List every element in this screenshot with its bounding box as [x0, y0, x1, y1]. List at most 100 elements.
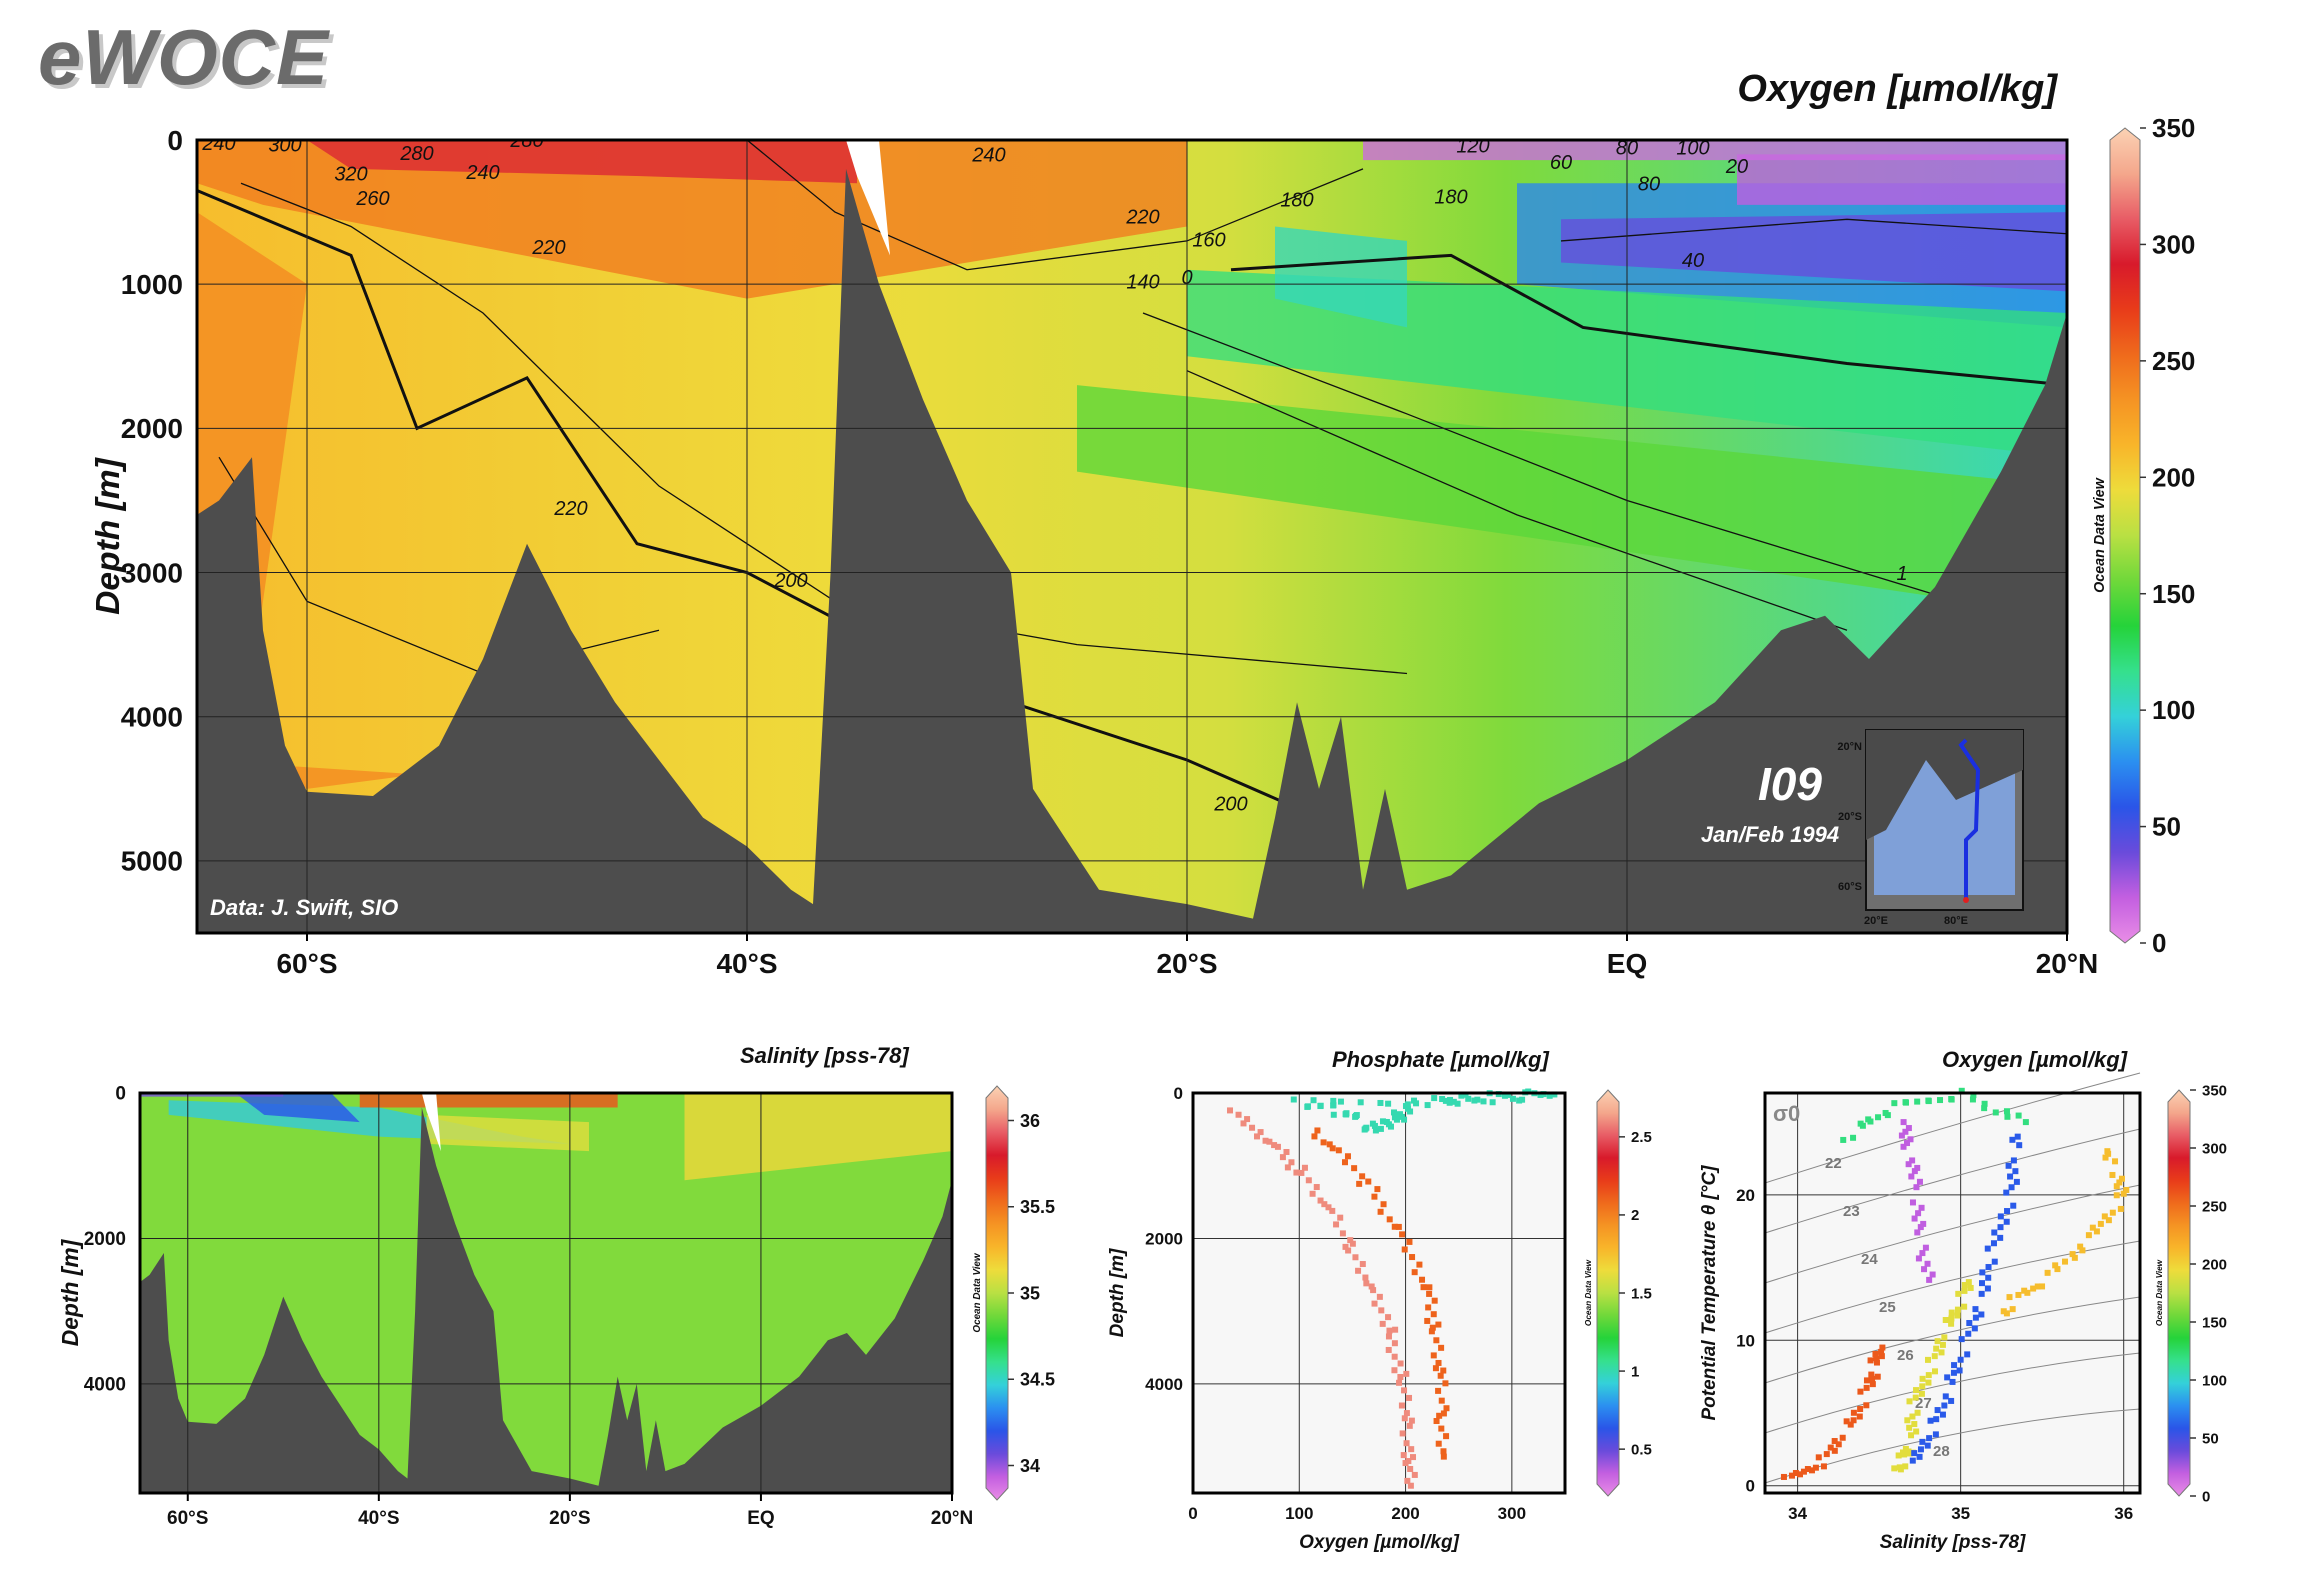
ewoce-logo: eWOCE	[38, 13, 330, 101]
ts-point	[2024, 1289, 2031, 1296]
phos-point	[1454, 1100, 1461, 1107]
ts-point	[1949, 1378, 1956, 1385]
ts-point	[1948, 1397, 1955, 1404]
sal-x-tick-label: 60°S	[167, 1508, 208, 1529]
main-contour-label: 220	[531, 237, 565, 259]
ts-point	[1925, 1372, 1932, 1379]
ts-point	[2008, 1184, 2015, 1191]
ts-point	[2010, 1157, 2017, 1164]
main-contour-label: 120	[1456, 135, 1489, 157]
ts-point	[1926, 1435, 1933, 1442]
phos-point	[1410, 1454, 1417, 1461]
phos-point	[1413, 1100, 1420, 1107]
phos-point	[1387, 1123, 1394, 1130]
phos-point	[1293, 1169, 1300, 1176]
ts-point	[1909, 1457, 1916, 1464]
ts-point	[1964, 1351, 1971, 1358]
ts-point	[1856, 1413, 1863, 1420]
phos-point	[1440, 1410, 1447, 1417]
ts-point	[1933, 1416, 1940, 1423]
ts-point	[1882, 1109, 1889, 1116]
main-contour-label: 240	[971, 145, 1005, 167]
phos-point	[1329, 1145, 1336, 1152]
main-colorbar-label: 100	[2152, 695, 2195, 725]
ts-point	[1992, 1109, 1999, 1116]
phos-y-tick-label: 4000	[1145, 1375, 1183, 1394]
main-band	[307, 140, 857, 184]
ts-point	[1831, 1438, 1838, 1445]
phos-point	[1283, 1148, 1290, 1155]
ts-colorbar-label: 350	[2202, 1082, 2227, 1099]
phos-point	[1430, 1352, 1437, 1359]
ts-point	[1939, 1341, 1946, 1348]
ts-point	[1873, 1355, 1880, 1362]
phos-point	[1411, 1269, 1418, 1276]
phos-point	[1407, 1108, 1414, 1115]
phos-point	[1320, 1139, 1327, 1146]
ts-point	[1978, 1311, 1985, 1318]
phos-point	[1392, 1326, 1399, 1333]
phos-colorbar-label: 2	[1631, 1207, 1639, 1224]
phos-point	[1400, 1452, 1407, 1459]
ts-point	[2123, 1186, 2130, 1193]
phos-colorbar-label: 1	[1631, 1363, 1639, 1380]
ts-point	[1820, 1463, 1827, 1470]
ts-point	[1985, 1264, 1992, 1271]
inset-y-tick: 20°N	[1837, 741, 1862, 753]
phos-point	[1436, 1412, 1443, 1419]
phos-point	[1465, 1095, 1472, 1102]
ts-point	[1956, 1367, 1963, 1374]
phos-point	[1416, 1261, 1423, 1268]
phos-point	[1391, 1109, 1398, 1116]
phos-point	[1407, 1465, 1414, 1472]
phos-point	[1404, 1477, 1411, 1484]
main-colorbar-label: 50	[2152, 812, 2181, 842]
phos-point	[1333, 1221, 1340, 1228]
phos-point	[1235, 1111, 1242, 1118]
ts-point	[1997, 1224, 2004, 1231]
sal-field	[140, 1093, 952, 1493]
ts-point	[1916, 1453, 1923, 1460]
ts-point	[1831, 1447, 1838, 1454]
ts-point	[1978, 1290, 1985, 1297]
phos-point	[1262, 1137, 1269, 1144]
phos-point	[1401, 1415, 1408, 1422]
phos-point	[1279, 1154, 1286, 1161]
phos-point	[1426, 1290, 1433, 1297]
phos-point	[1401, 1246, 1408, 1253]
ts-isopycnal	[1764, 1240, 2141, 1334]
ts-point	[1912, 1394, 1919, 1401]
phos-point	[1440, 1448, 1447, 1455]
main-odv-brand: Ocean Data View	[2092, 477, 2108, 593]
ts-point	[2113, 1183, 2120, 1190]
main-contour	[197, 189, 1320, 820]
main-x-tick-label: EQ	[1607, 948, 1647, 979]
ts-point	[1857, 1406, 1864, 1413]
phos-point	[1435, 1387, 1442, 1394]
phos-point	[1406, 1394, 1413, 1401]
phos-point	[1420, 1284, 1427, 1291]
ts-point	[2118, 1175, 2125, 1182]
ts-colorbar-label: 200	[2202, 1256, 2227, 1273]
ts-point	[1997, 1213, 2004, 1220]
phos-point	[1399, 1231, 1406, 1238]
ts-point	[1948, 1320, 1955, 1327]
phos-point	[1386, 1327, 1393, 1334]
main-contour-label: 60	[1550, 152, 1572, 174]
ts-point	[1913, 1428, 1920, 1435]
ts-point	[1863, 1402, 1870, 1409]
main-contour	[1560, 218, 2067, 242]
phos-point	[1357, 1099, 1364, 1106]
ts-point	[1873, 1359, 1880, 1366]
main-colorbar-label: 350	[2152, 113, 2195, 143]
phos-point	[1309, 1190, 1316, 1197]
ts-point	[1958, 1336, 1965, 1343]
ts-point	[1850, 1417, 1857, 1424]
main-x-tick-label: 60°S	[276, 948, 337, 979]
phos-point	[1443, 1433, 1450, 1440]
phos-point	[1342, 1243, 1349, 1250]
sal-band	[359, 1093, 618, 1108]
ts-point	[1823, 1451, 1830, 1458]
ts-point	[1900, 1143, 1907, 1150]
ts-point	[1985, 1274, 1992, 1281]
